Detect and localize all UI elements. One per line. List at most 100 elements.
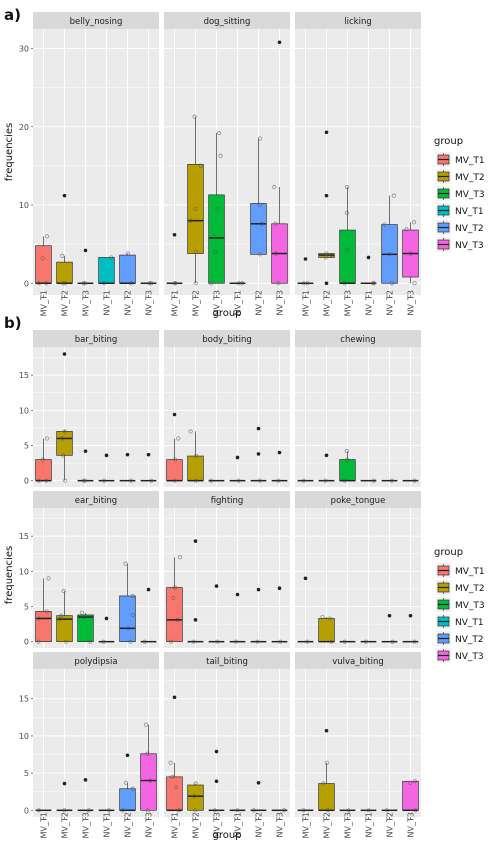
jitter-point: [329, 639, 334, 644]
jitter-point: [276, 478, 281, 483]
facet-title: tail_biting: [206, 657, 248, 667]
box-mv-t2: [187, 429, 204, 483]
jitter-point: [57, 617, 63, 622]
box-nv-t3: [140, 281, 157, 286]
facet-tail-biting: tail_biting MV_T1 MV_T2 MV_T3 NV_T1 NV_T2 NV_T…: [164, 652, 290, 838]
box-mv-t2: [56, 781, 73, 813]
outlier-point: [324, 130, 329, 135]
outlier-point: [214, 779, 219, 784]
y-tick-label: 10: [19, 201, 29, 210]
x-tick-label: MV_T1: [171, 812, 180, 838]
legend-entry-nv-t1: NV_T1: [436, 614, 484, 629]
jitter-point: [412, 639, 417, 644]
y-tick-label: 30: [19, 45, 29, 54]
jitter-point: [193, 808, 198, 813]
jitter-point: [321, 781, 326, 786]
x-tick-label: NV_T2: [124, 290, 133, 315]
jitter-point: [344, 248, 350, 253]
plots: belly_nosing 0 10 20 30 MV_T1 MV_T2 MV_T3 NV_T1 N…: [4, 12, 485, 841]
box-iqr: [339, 229, 356, 284]
jitter-point: [323, 478, 328, 483]
jitter-point: [60, 281, 66, 286]
box-iqr: [208, 194, 225, 284]
outlier-point: [146, 587, 151, 592]
legend-title: group: [434, 547, 463, 558]
jitter-point: [301, 808, 306, 813]
jitter-point: [305, 281, 310, 286]
box-nv-t3: [271, 808, 288, 813]
box-iqr: [119, 788, 136, 811]
box-mv-t2: [318, 728, 335, 813]
x-tick-label: NV_T3: [145, 290, 154, 315]
jitter-point: [188, 218, 193, 223]
facet-fighting: fighting: [164, 491, 290, 648]
box-mv-t2: [187, 781, 204, 813]
jitter-point: [59, 613, 64, 618]
jitter-point: [44, 234, 50, 239]
legend: group MV_T1 MV_T2 MV_T3 NV_T1 NV_T2 NV_T3: [434, 547, 485, 663]
jitter-point: [327, 616, 333, 621]
jitter-point: [325, 808, 330, 813]
x-tick-label: MV_T2: [192, 290, 201, 316]
facet-panel: [295, 347, 421, 487]
jitter-point: [408, 251, 413, 256]
jitter-point: [345, 184, 350, 190]
facet-panel: [164, 29, 290, 295]
box-iqr: [250, 203, 267, 255]
jitter-point: [251, 808, 256, 813]
outlier-point: [83, 248, 88, 253]
jitter-point: [176, 436, 181, 441]
y-tick-label: 0: [24, 477, 29, 486]
jitter-point: [194, 249, 199, 255]
x-tick-label: NV_T1: [103, 290, 112, 315]
outlier-point: [104, 616, 109, 621]
x-tick-label: MV_T2: [61, 290, 70, 316]
outlier-point: [366, 255, 371, 260]
jitter-point: [342, 639, 347, 644]
box-mv-t1: [166, 412, 183, 483]
box-nv-t1: [360, 808, 377, 813]
outlier-point: [408, 613, 413, 618]
legend-label: MV_T1: [455, 567, 485, 577]
jitter-point: [209, 281, 214, 286]
box-iqr: [166, 459, 183, 482]
box-mv-t2: [187, 539, 204, 644]
chart-a: belly_nosing 0 10 20 30 MV_T1 MV_T2 MV_T3 NV_T1 N…: [4, 12, 485, 319]
facet-strip: [295, 330, 421, 347]
box-nv-t2: [250, 136, 267, 257]
jitter-point: [172, 478, 177, 483]
x-tick-label: NV_T3: [276, 812, 285, 837]
jitter-point: [60, 453, 66, 458]
facet-title: vulva_biting: [332, 657, 384, 667]
facet-ear-biting: ear_biting 0 5 10 15: [19, 491, 159, 648]
y-tick-label: 15: [19, 695, 29, 704]
jitter-point: [173, 785, 179, 790]
box-iqr: [339, 459, 356, 482]
box-mv-t3: [208, 130, 225, 286]
box-nv-t1: [229, 455, 246, 483]
y-tick-label: 0: [24, 806, 29, 815]
box-nv-t1: [229, 592, 246, 644]
facet-title: bar_biting: [75, 335, 118, 345]
box-nv-t1: [98, 616, 115, 644]
jitter-point: [46, 576, 51, 581]
box-nv-t2: [381, 193, 398, 286]
x-tick-label: NV_T1: [103, 812, 112, 837]
jitter-point: [281, 808, 287, 813]
jitter-point: [389, 478, 394, 483]
jitter-point: [363, 639, 368, 644]
jitter-point: [44, 281, 49, 286]
box-nv-t2: [119, 251, 136, 286]
box-mv-t3: [339, 808, 356, 813]
box-nv-t1: [229, 808, 246, 813]
jitter-point: [37, 616, 42, 621]
jitter-point: [212, 234, 217, 239]
box-mv-t2: [318, 453, 335, 483]
facet-title: polydipsia: [74, 657, 117, 667]
x-tick-label: MV_T2: [61, 812, 70, 838]
facet-strip: [33, 491, 159, 508]
box-mv-t2: [56, 193, 73, 286]
jitter-point: [209, 478, 214, 483]
box-iqr: [187, 163, 204, 254]
legend: group MV_T1 MV_T2 MV_T3 NV_T1 NV_T2 NV_T3: [434, 136, 485, 252]
